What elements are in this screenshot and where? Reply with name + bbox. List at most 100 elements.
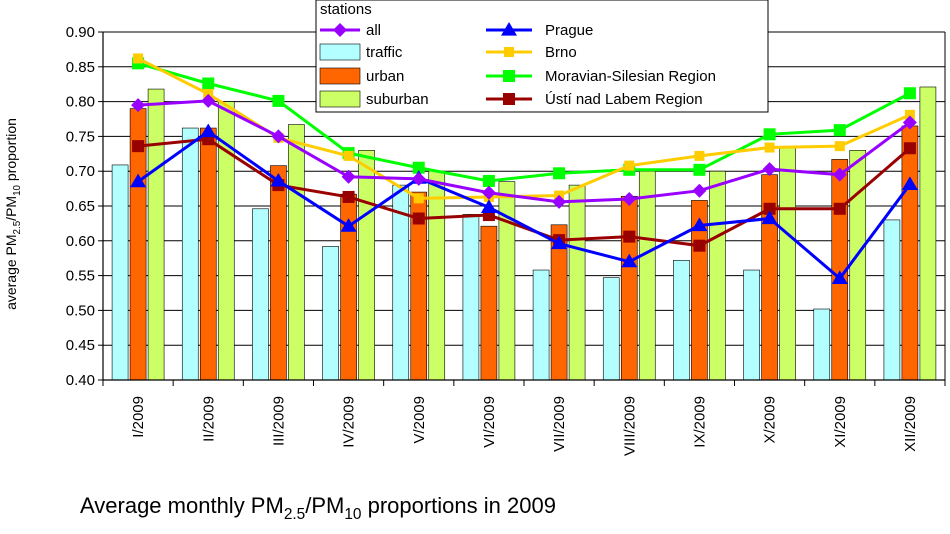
bar-suburban (709, 170, 726, 381)
bar-urban (199, 127, 217, 381)
bar-suburban (428, 170, 446, 381)
point-brno (904, 109, 915, 120)
x-tick-label: X/2009 (762, 396, 779, 444)
legend-label-prague: Prague (545, 22, 593, 39)
point-prague (130, 173, 147, 188)
bar-traffic (602, 277, 620, 381)
bar-traffic (673, 259, 690, 381)
point-prague (621, 253, 638, 268)
point-prague (901, 176, 918, 191)
y-tick-label: 0.40 (66, 372, 95, 389)
point-all (481, 185, 496, 200)
point-all (832, 167, 847, 182)
bar-suburban (147, 88, 165, 381)
x-tick-label: XI/2009 (832, 396, 849, 448)
x-tick-label: VIII/2009 (621, 396, 638, 456)
bar-urban (270, 165, 287, 381)
bar-urban (620, 195, 638, 381)
point--st-nad-labem-region (693, 239, 706, 252)
bar-suburban (568, 184, 586, 381)
point--st-nad-labem-region (763, 202, 776, 215)
legend-marker--st-nad-labem-region (503, 93, 515, 105)
point-all (692, 183, 707, 198)
legend-marker-moravian-silesian-region (503, 70, 515, 82)
point-prague (551, 235, 568, 250)
bar-traffic (813, 308, 831, 381)
bar-traffic (111, 164, 129, 381)
point-moravian-silesian-region (553, 167, 566, 180)
legend-label-suburban: suburban (366, 91, 429, 108)
y-axis-title: average PM2.5/PM10 proportion (3, 118, 23, 310)
legend-label-moravian-silesian-region: Moravian-Silesian Region (545, 68, 716, 85)
x-tick-label: III/2009 (270, 396, 287, 446)
point-all (411, 171, 426, 186)
point-prague (480, 199, 497, 213)
point-all (131, 98, 146, 113)
legend-marker-all (333, 23, 347, 37)
y-tick-label: 0.55 (66, 268, 95, 285)
bar-suburban (288, 124, 305, 381)
point-prague (831, 270, 848, 284)
point-moravian-silesian-region (693, 163, 706, 176)
bar-suburban (849, 150, 867, 381)
point-moravian-silesian-region (763, 128, 776, 141)
bar-traffic (181, 127, 199, 381)
x-tick-label: VII/2009 (551, 396, 568, 452)
point-brno (624, 160, 635, 171)
point-prague (761, 210, 778, 225)
bar-suburban (779, 146, 796, 381)
y-tick-label: 0.60 (66, 233, 95, 250)
legend-label-brno: Brno (545, 44, 577, 61)
line-prague (137, 129, 912, 281)
bar-suburban (919, 86, 937, 381)
line--st-nad-labem-region (137, 137, 911, 248)
point-all (902, 115, 917, 130)
x-tick-label: II/2009 (200, 396, 217, 442)
point--st-nad-labem-region (412, 212, 425, 225)
y-tick-label: 0.80 (66, 94, 95, 111)
y-tick-label: 0.65 (66, 198, 95, 215)
point-all (271, 129, 286, 144)
line-series (130, 53, 918, 284)
y-tick-label: 0.70 (66, 163, 95, 180)
bar-suburban (358, 150, 375, 381)
y-tick-label: 0.45 (66, 337, 95, 354)
point-brno (343, 150, 354, 161)
point-brno (133, 53, 144, 64)
y-tick-label: 0.90 (66, 24, 95, 41)
point-brno (694, 150, 705, 161)
line-all (137, 99, 911, 204)
legend-label-traffic: traffic (366, 44, 403, 61)
x-tick-label: XII/2009 (902, 396, 919, 452)
point-prague (340, 218, 357, 232)
x-tick-label: I/2009 (130, 396, 147, 438)
y-tick-label: 0.50 (66, 302, 95, 319)
point-brno (834, 141, 845, 152)
chart-title: Average monthly PM2.5/PM10 proportions i… (80, 493, 556, 523)
x-tick-label: IX/2009 (691, 396, 708, 448)
legend-marker-brno (504, 47, 514, 57)
legend-label--st-nad-labem-region: Ústí nad Labem Region (545, 91, 703, 108)
y-tick-label: 0.85 (66, 59, 95, 76)
bar-suburban (498, 181, 516, 381)
point--st-nad-labem-region (903, 142, 916, 155)
point-brno (764, 142, 775, 153)
legend-swatch-traffic (319, 43, 361, 61)
axes (102, 32, 946, 386)
point-prague (691, 217, 708, 232)
bar-traffic (322, 246, 339, 381)
x-tick-label: V/2009 (411, 396, 428, 444)
point-moravian-silesian-region (272, 94, 285, 107)
bar-traffic (883, 219, 901, 381)
legend-marker-prague (501, 22, 517, 36)
legend-swatch-suburban (319, 90, 361, 108)
point-moravian-silesian-region (833, 124, 846, 137)
point-all (622, 192, 637, 207)
point--st-nad-labem-region (833, 202, 846, 215)
legend-label-urban: urban (366, 68, 404, 85)
point--st-nad-labem-region (623, 230, 636, 243)
bar-urban (480, 225, 498, 381)
legend-title: stations (320, 1, 372, 18)
legend: stations all traffic urban suburban Prague Brn… (315, 0, 769, 113)
